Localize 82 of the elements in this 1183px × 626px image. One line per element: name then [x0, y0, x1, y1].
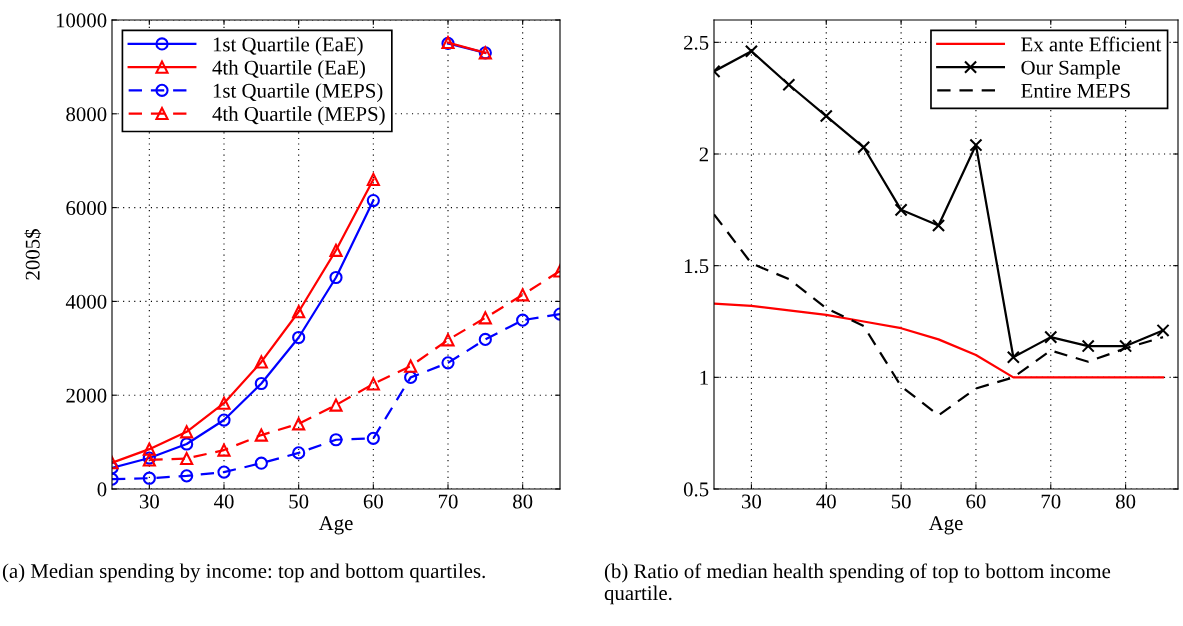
y-tick-label: 2 [699, 147, 708, 162]
x-tick-label: 30 [139, 494, 159, 509]
point [292, 330, 306, 345]
point [969, 138, 983, 152]
point [142, 471, 156, 485]
point [292, 305, 306, 319]
point [441, 333, 455, 347]
legend-label: 4th Quartile (EaE) [212, 59, 365, 79]
point [1119, 339, 1133, 353]
point [329, 398, 343, 412]
point [180, 425, 194, 439]
point [180, 437, 194, 451]
point [329, 433, 343, 447]
point [366, 172, 380, 187]
point [404, 370, 418, 384]
legend-label: 1st Quartile (EaE) [213, 36, 363, 56]
point [478, 332, 492, 346]
y-tick-label: 2000 [66, 388, 107, 403]
legend-label: 4th Quartile (MEPS) [212, 106, 385, 126]
legend-label: Ex ante Efficient [1021, 36, 1162, 52]
x-tick-label: 40 [816, 494, 836, 509]
point [217, 396, 231, 410]
x-tick-label: 70 [438, 494, 458, 509]
y-tick-label: 2.5 [684, 35, 709, 50]
x-tick-label: 50 [891, 494, 911, 509]
point [217, 443, 231, 457]
point [366, 377, 380, 391]
x-tick-label: 50 [289, 494, 309, 509]
point [744, 44, 759, 58]
x-tick-label: 80 [513, 494, 533, 509]
x-tick-label: 30 [742, 494, 762, 509]
point [931, 218, 946, 233]
x-axis-title: Age [318, 516, 353, 535]
point [254, 376, 268, 391]
point [217, 413, 231, 427]
y-tick-label: 0.5 [683, 482, 709, 497]
y-tick-label: 6000 [66, 200, 107, 216]
y-tick-label: 4000 [65, 294, 107, 309]
y-tick-label: 1.5 [684, 259, 709, 274]
point [516, 288, 530, 302]
point [894, 203, 908, 217]
y-axis-title: 2005$ [24, 229, 42, 280]
point [1156, 323, 1170, 338]
text: (a) Median spending by income: top and bottom quartiles. [2, 563, 485, 583]
point [329, 270, 343, 285]
point [217, 465, 231, 479]
point [180, 469, 194, 483]
point [1044, 330, 1058, 344]
x-tick-label: 40 [213, 494, 234, 509]
y-tick-label: 10000 [56, 13, 107, 28]
y-tick-label: 8000 [66, 107, 107, 122]
point [329, 243, 343, 257]
point [478, 311, 492, 325]
point [366, 431, 380, 445]
point [180, 451, 194, 466]
legend-label: 1st Quartile (MEPS) [213, 83, 383, 103]
point [1081, 339, 1095, 353]
point [142, 442, 156, 456]
x-tick-label: 70 [1041, 494, 1061, 509]
point [254, 428, 268, 442]
x-tick-label: 60 [363, 494, 383, 509]
legend-label: Entire MEPS [1021, 83, 1130, 98]
point [857, 140, 871, 154]
x-axis-title: Age [928, 516, 963, 535]
point [292, 446, 306, 460]
point [366, 193, 380, 208]
point [404, 359, 418, 373]
line-series [714, 302, 1165, 379]
point [441, 356, 455, 370]
point [254, 456, 268, 470]
x-tick-label: 60 [966, 494, 986, 509]
point [292, 417, 306, 431]
point [782, 78, 796, 92]
point [254, 355, 268, 369]
y-tick-label: 0 [97, 482, 107, 497]
y-tick-label: 1 [700, 370, 708, 385]
point [1006, 350, 1020, 364]
legend-label: Our Sample [1021, 59, 1120, 79]
text: (b) Ratio of median health spending of top to bottom income quartile. [604, 563, 1111, 605]
point [819, 109, 833, 123]
x-tick-label: 80 [1115, 494, 1136, 509]
point [516, 313, 530, 327]
